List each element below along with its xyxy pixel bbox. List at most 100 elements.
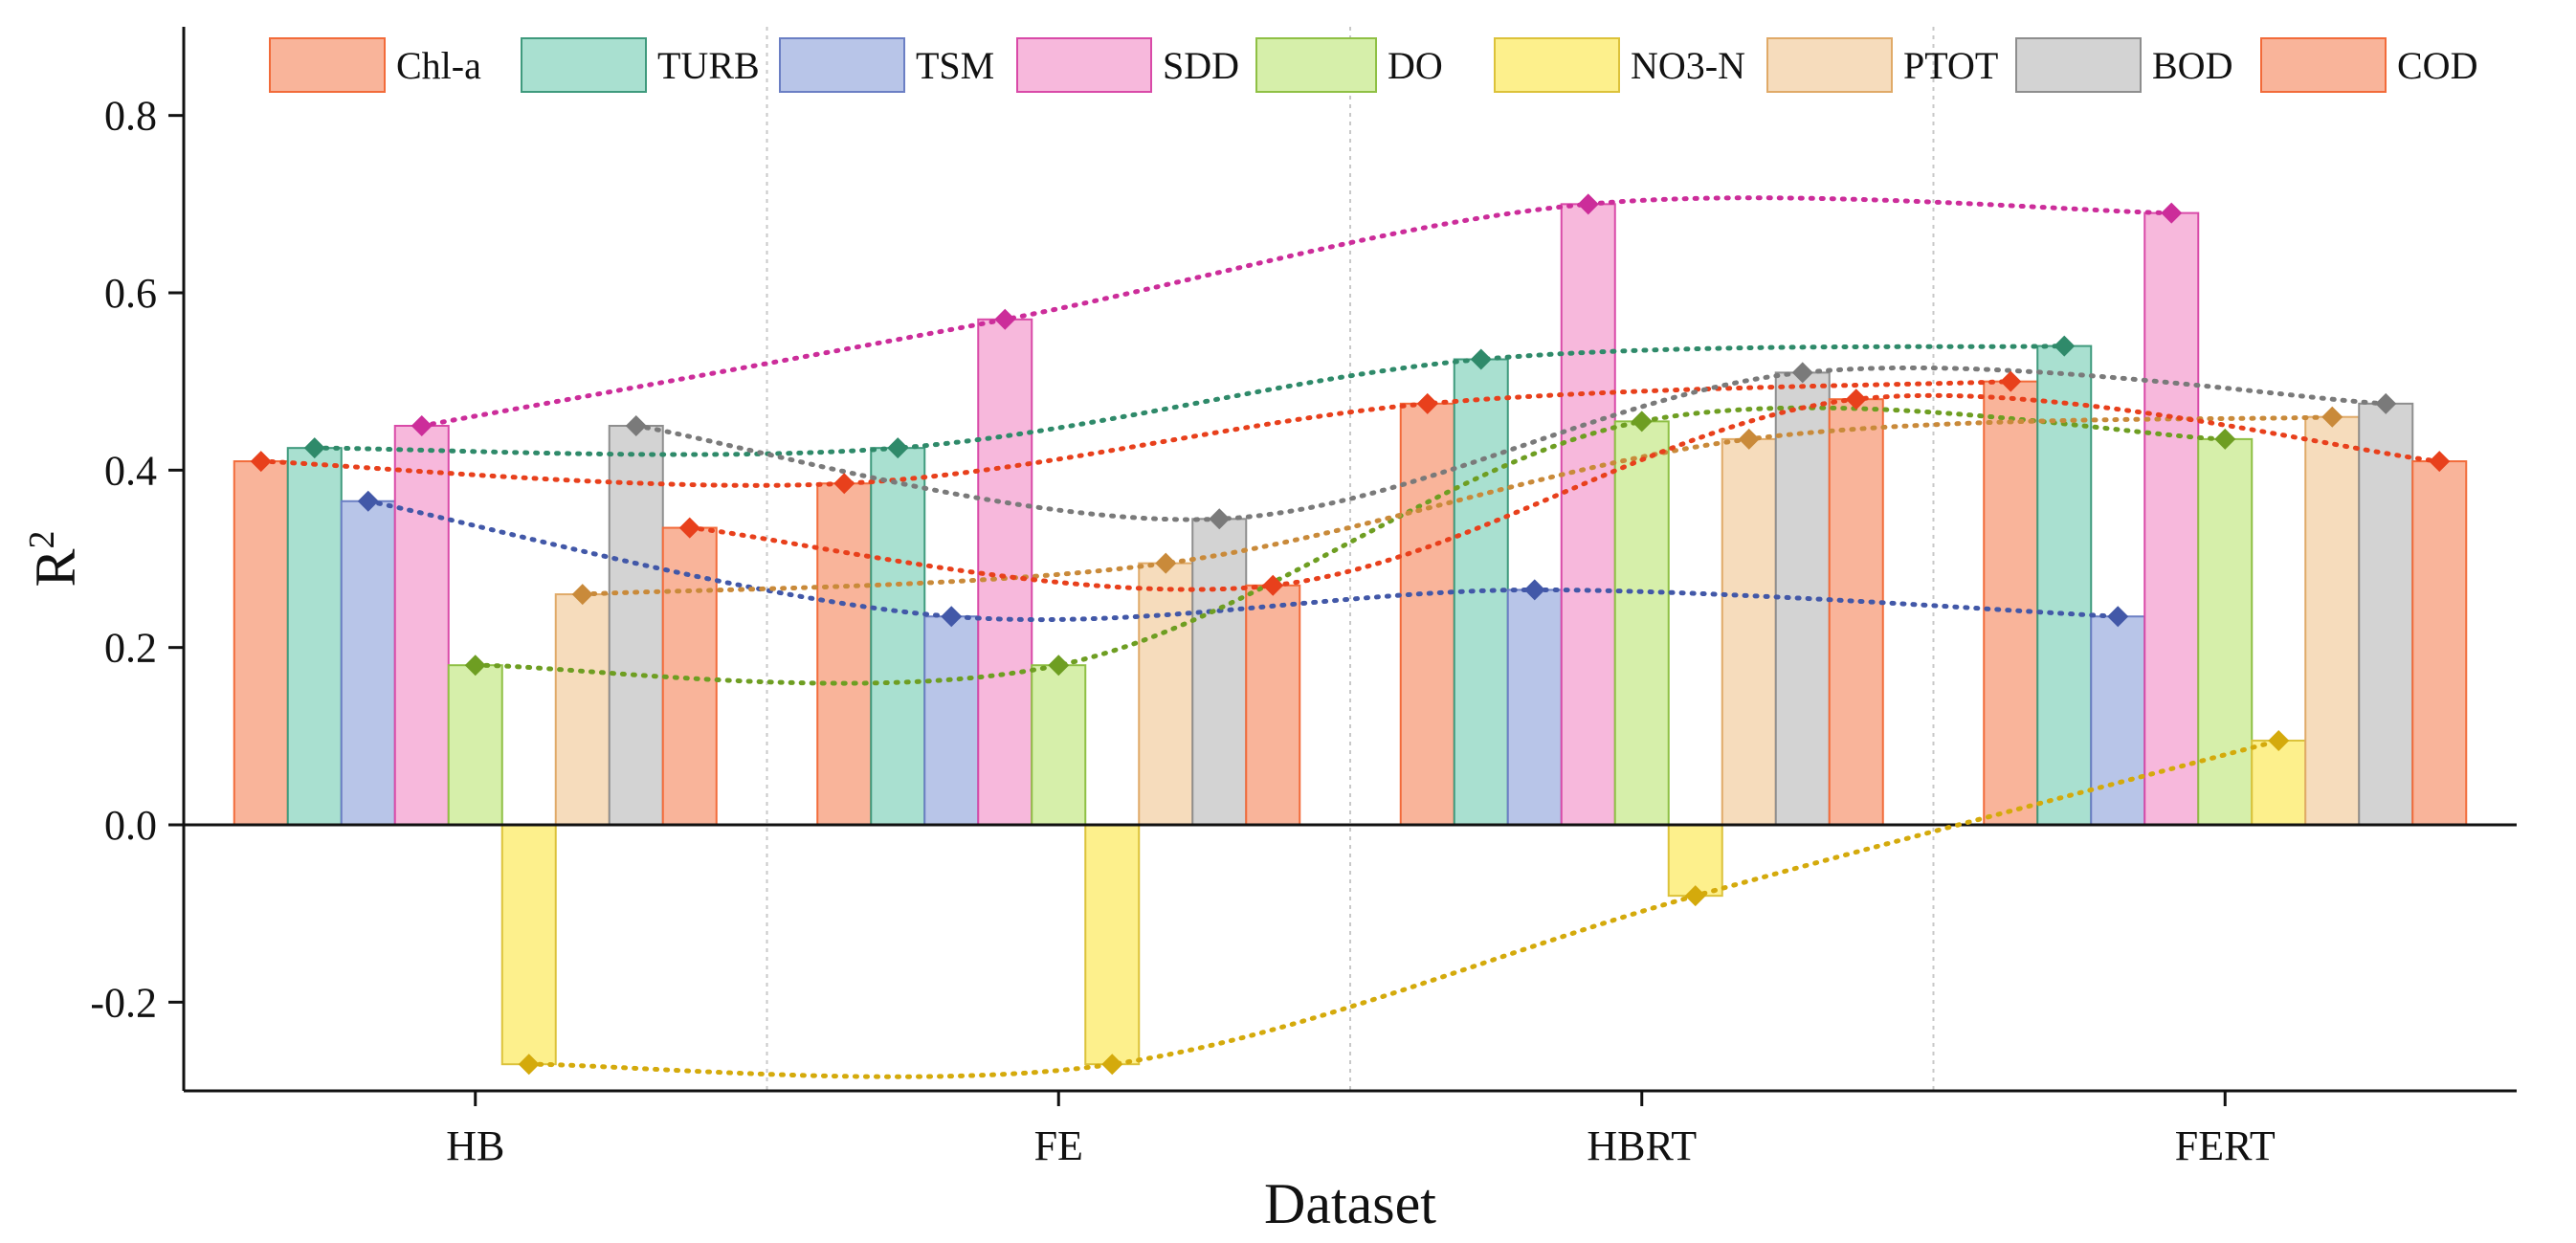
legend-label-tsm: TSM [916,44,994,87]
bar-cod-fe [1245,584,1301,826]
bar-tsm-hb [340,499,396,826]
marker-ptot-fert [2321,406,2343,428]
legend-swatch-no3-n [1494,37,1620,93]
bar-bod-hb [608,425,664,826]
marker-bod-fe [1209,508,1231,530]
x-ticks: HB FE HBRT FERT [446,1091,2276,1169]
marker-sdd-hb [411,415,433,436]
marker-turb-hb [303,437,325,459]
marker-turb-hbrt [1470,348,1492,370]
trend-curves-layer [258,195,2442,1079]
legend-label-no3-n: NO3-N [1631,44,1745,87]
marker-bod-hbrt [1791,362,1813,384]
marker-turb-fert [2054,335,2076,357]
bar-no3-n-fe [1084,824,1141,1066]
bar-ptot-hbrt [1721,437,1777,826]
legend: Chl-a TURB TSM SDD DO NO3-N PTOT BOD COD [269,37,2477,93]
bar-turb-hb [286,447,343,826]
legend-label-cod: COD [2397,44,2477,87]
marker-cod-hb [678,517,700,539]
x-axis-title: Dataset [1264,1172,1436,1235]
y-tick-label: 0.2 [104,625,157,672]
bar-no3-n-hbrt [1667,824,1723,898]
bar-ptot-fert [2304,415,2361,826]
marker-sdd-hbrt [1577,193,1599,215]
x-tick-label: FERT [2175,1122,2276,1169]
legend-label-do: DO [1388,44,1443,87]
legend-label-bod: BOD [2152,44,2232,87]
bar-sdd-hb [393,425,450,826]
curve-ptot [580,414,2335,597]
bar-sdd-fert [2143,211,2200,827]
bar-ptot-hb [554,593,611,826]
bar-cod-hb [661,526,718,826]
marker-ptot-hbrt [1738,428,1760,450]
bar-chl-a-fe [816,482,873,826]
bar-chl-a-hbrt [1399,402,1455,826]
marker-ptot-hb [571,584,593,606]
y-axis-title-base: R [24,548,87,587]
y-tick-label: 0.6 [104,270,157,317]
legend-swatch-chl-a [269,37,386,93]
marker-bod-fert [2375,392,2397,414]
legend-label-turb: TURB [657,44,760,87]
marker-no3-n-fe [1101,1054,1123,1076]
bar-no3-n-fert [2251,739,2307,827]
marker-do-fert [2214,428,2236,450]
marker-no3-n-hb [518,1054,540,1076]
bar-bod-fe [1191,518,1248,826]
bar-do-hbrt [1613,420,1670,826]
y-tick-label: 0.8 [104,93,157,140]
bar-tsm-fe [923,615,980,826]
legend-swatch-sdd [1016,37,1152,93]
x-tick-label: HBRT [1587,1122,1697,1169]
y-tick-label: -0.2 [90,979,157,1026]
legend-swatch-tsm [779,37,905,93]
y-tick-label: 0.0 [104,802,157,849]
marker-tsm-fert [2107,606,2129,628]
marker-tsm-fe [941,606,963,628]
marker-do-fe [1048,655,1070,677]
bar-bod-fert [2358,402,2414,826]
legend-swatch-do [1255,37,1377,93]
curve-bod [633,365,2388,522]
marker-cod-fe [1262,574,1284,596]
marker-do-hb [464,655,486,677]
y-tick-label: 0.4 [104,447,157,494]
curve-cod [687,392,2442,592]
curve-sdd [419,195,2174,429]
bar-sdd-hbrt [1560,203,1616,827]
legend-label-sdd: SDD [1163,44,1239,87]
marker-chl-a-fert [2000,370,2022,392]
curve-chl-a [258,379,2013,488]
bar-chl-a-fert [1983,380,2039,826]
bar-sdd-fe [977,318,1033,826]
legend-swatch-turb [521,37,647,93]
bar-turb-fe [870,447,926,826]
y-axis-title-superscript: 2 [22,530,62,548]
marker-cod-hbrt [1845,388,1867,411]
legend-label-chl-a: Chl-a [396,44,481,87]
marker-do-hbrt [1631,411,1653,433]
marker-ptot-fe [1155,552,1177,574]
bar-do-hb [447,664,503,827]
bar-tsm-hbrt [1506,588,1563,827]
marker-no3-n-fert [2268,729,2290,751]
marker-cod-fert [2429,451,2451,473]
legend-swatch-ptot [1766,37,1893,93]
bars-layer [233,203,2468,1066]
marker-bod-hb [625,415,647,436]
marker-sdd-fert [2161,202,2183,224]
markers-layer [250,193,2451,1076]
marker-no3-n-hbrt [1684,885,1706,907]
marker-tsm-hb [357,490,379,512]
bar-cod-hbrt [1828,398,1884,826]
curve-do [473,405,2228,686]
bar-cod-fert [2411,460,2468,826]
curve-tsm [366,499,2121,623]
y-ticks: -0.2 0.0 0.2 0.4 0.6 0.8 [90,93,184,1026]
y-axis-title: R2 [22,530,87,587]
bar-do-fe [1031,664,1087,827]
legend-swatch-cod [2260,37,2387,93]
